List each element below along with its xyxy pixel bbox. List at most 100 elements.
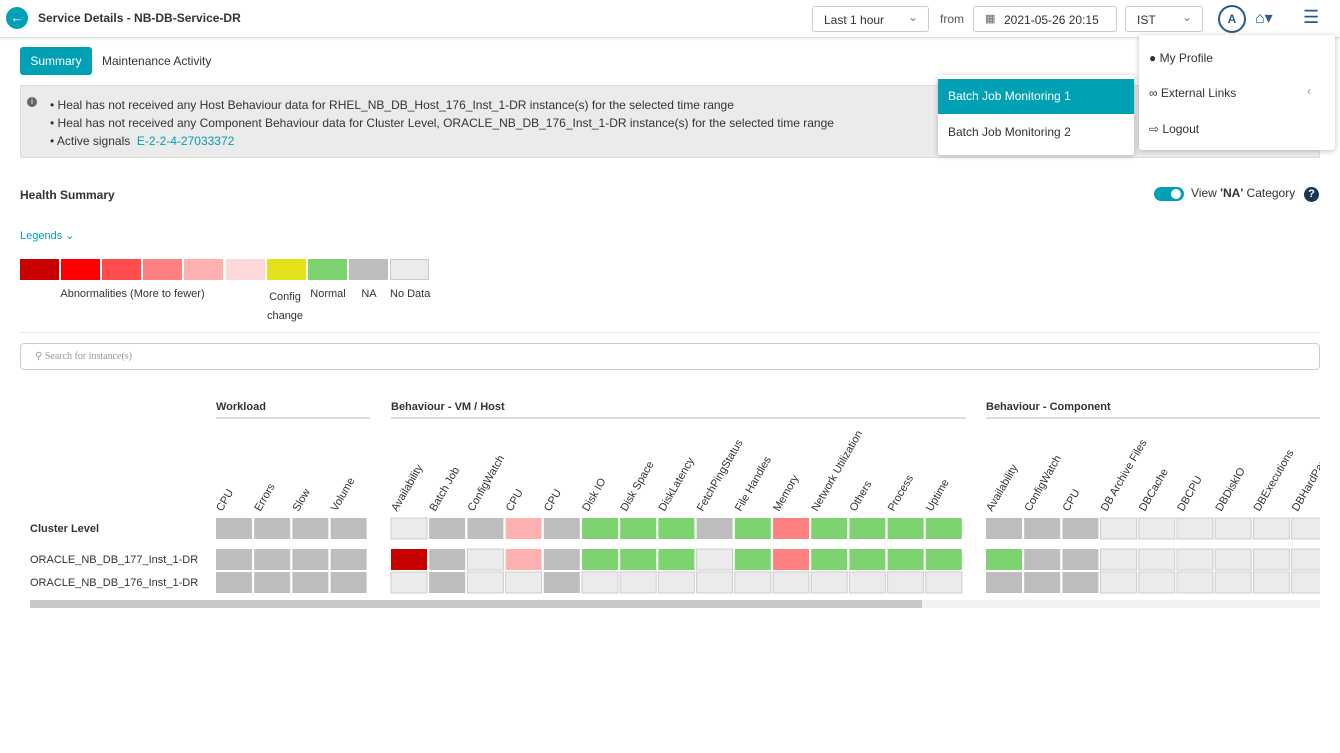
column-label: File Handles <box>733 454 774 513</box>
column-label: Slow <box>291 487 313 514</box>
cell <box>505 549 542 570</box>
cell <box>925 549 962 570</box>
batch-dropdown: Batch Job Monitoring 1 Batch Job Monitor… <box>938 75 1134 155</box>
cell <box>887 571 925 594</box>
column-label: Uptime <box>924 477 952 513</box>
cell <box>582 518 618 539</box>
divider <box>20 332 1320 333</box>
column-label: CPU <box>214 487 236 513</box>
na-toggle[interactable] <box>1154 187 1184 201</box>
column-label: DiskLatency <box>657 455 698 513</box>
cell <box>1291 571 1320 594</box>
back-button[interactable]: ← <box>6 7 28 29</box>
tab-maintenance[interactable]: Maintenance Activity <box>102 54 212 68</box>
avatar[interactable]: A <box>1218 5 1246 33</box>
column-label: CPU <box>542 487 564 513</box>
cell <box>254 518 291 539</box>
cell <box>1062 549 1099 570</box>
column-label: DBCPU <box>1175 474 1205 513</box>
notice: • Heal has not received any Host Behavio… <box>50 98 734 112</box>
menu-item[interactable]: ∞ External Links <box>1149 86 1237 100</box>
legend-label: NA <box>361 288 377 300</box>
cell <box>1252 517 1290 540</box>
legend-swatch <box>307 259 347 280</box>
chevron: ‹ <box>1307 84 1311 98</box>
cell <box>734 549 771 570</box>
group-title: Workload <box>216 401 266 413</box>
section-title: Health Summary <box>20 188 115 202</box>
column-label: CPU <box>1061 487 1083 513</box>
cell <box>810 571 848 594</box>
notice: • Heal has not received any Component Be… <box>50 116 834 130</box>
cell <box>1062 572 1099 593</box>
na-toggle-label: View 'NA' Category <box>1191 186 1295 200</box>
time-range-select[interactable]: Last 1 hour ⌄ <box>812 6 929 32</box>
timezone-select[interactable]: IST ⌄ <box>1125 6 1203 32</box>
dropdown-item[interactable]: Batch Job Monitoring 1 <box>938 79 1134 114</box>
cell <box>254 572 291 593</box>
cell <box>391 549 427 570</box>
cell <box>1138 517 1176 540</box>
home-icon[interactable]: ⌂▾ <box>1255 10 1273 27</box>
dropdown-item[interactable]: Batch Job Monitoring 2 <box>948 125 1071 139</box>
help-icon[interactable]: ? <box>1304 187 1319 202</box>
cell <box>619 571 657 594</box>
cell <box>1024 518 1061 539</box>
search-box[interactable]: ⚲ Search for instance(s) <box>20 343 1320 370</box>
legends-toggle[interactable]: Legends ⌄ <box>20 230 75 242</box>
scroll-thumb[interactable] <box>30 600 922 608</box>
cell <box>1062 518 1099 539</box>
column-label: CPU <box>504 487 526 513</box>
menu-text: My Profile <box>1159 51 1213 65</box>
notice-text: Heal has not received any Component Beha… <box>57 116 834 130</box>
column-label: DBDiskIO <box>1213 465 1248 513</box>
timezone: IST <box>1137 13 1156 27</box>
cell <box>429 572 466 593</box>
menu-text: Logout <box>1162 122 1200 136</box>
cell <box>505 518 542 539</box>
cell <box>467 518 504 539</box>
search-placeholder: ⚲ Search for instance(s) <box>35 351 133 362</box>
signal-link[interactable]: E-2-2-4-27033372 <box>136 134 235 148</box>
calendar-icon: ▦ <box>985 13 996 25</box>
column-label: Process <box>886 473 917 514</box>
legend-swatch <box>20 259 59 280</box>
legend-label: Config change <box>266 291 304 322</box>
row-label: ORACLE_NB_DB_177_Inst_1-DR <box>30 554 198 566</box>
legend-swatch <box>102 259 142 280</box>
legend-swatch <box>225 259 265 280</box>
label-part: View <box>1191 186 1221 200</box>
menu-icon[interactable]: ☰ <box>1303 7 1320 27</box>
column-label: Memory <box>771 473 802 514</box>
menu-item[interactable]: ● My Profile <box>1149 51 1213 65</box>
cell <box>620 549 657 570</box>
legend-swatch <box>184 259 224 280</box>
placeholder-text: Search for instance(s) <box>44 351 133 362</box>
label-part: Category <box>1243 186 1296 200</box>
cell <box>466 571 504 594</box>
cell <box>811 549 848 570</box>
cell <box>657 571 695 594</box>
cell <box>887 549 924 570</box>
menu-item[interactable]: ⇨ Logout <box>1149 122 1200 136</box>
cell <box>811 518 848 539</box>
legend-swatch <box>143 259 183 280</box>
chevron: ⌄ <box>908 10 919 24</box>
cell <box>1291 517 1320 540</box>
cell <box>1214 517 1252 540</box>
legend-swatch <box>266 259 306 280</box>
cell <box>390 517 428 540</box>
legends-title: Legends <box>20 230 63 242</box>
date-picker[interactable]: ▦ 2021-05-26 20:15 <box>973 6 1117 32</box>
cell <box>1214 571 1252 594</box>
cell <box>658 518 695 539</box>
tab-summary[interactable]: Summary <box>20 47 92 75</box>
cell <box>292 549 329 570</box>
cell <box>772 571 810 594</box>
cell <box>1214 548 1252 571</box>
date: 2021-05-26 20:15 <box>1004 13 1099 27</box>
column-label: ConfigWatch <box>1022 453 1064 513</box>
legend-swatch <box>348 259 388 280</box>
cell <box>925 518 962 539</box>
